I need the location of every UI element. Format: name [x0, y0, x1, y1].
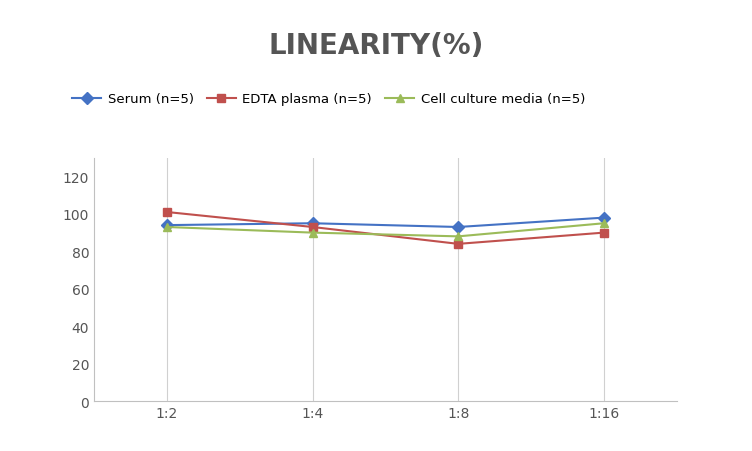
Cell culture media (n=5) — [162, 225, 171, 230]
Line: Serum (n=5): Serum (n=5) — [162, 214, 608, 232]
Cell culture media (n=5) — [453, 234, 462, 239]
Serum (n=5) — [308, 221, 317, 226]
Text: LINEARITY(%): LINEARITY(%) — [268, 32, 484, 60]
EDTA plasma (n=5) — [162, 210, 171, 215]
Serum (n=5) — [599, 216, 608, 221]
EDTA plasma (n=5) — [453, 242, 462, 247]
Legend: Serum (n=5), EDTA plasma (n=5), Cell culture media (n=5): Serum (n=5), EDTA plasma (n=5), Cell cul… — [67, 88, 590, 111]
Cell culture media (n=5) — [308, 230, 317, 236]
Serum (n=5) — [453, 225, 462, 230]
Serum (n=5) — [162, 223, 171, 228]
EDTA plasma (n=5) — [599, 230, 608, 236]
Cell culture media (n=5) — [599, 221, 608, 226]
EDTA plasma (n=5) — [308, 225, 317, 230]
Line: EDTA plasma (n=5): EDTA plasma (n=5) — [162, 208, 608, 249]
Line: Cell culture media (n=5): Cell culture media (n=5) — [162, 220, 608, 241]
